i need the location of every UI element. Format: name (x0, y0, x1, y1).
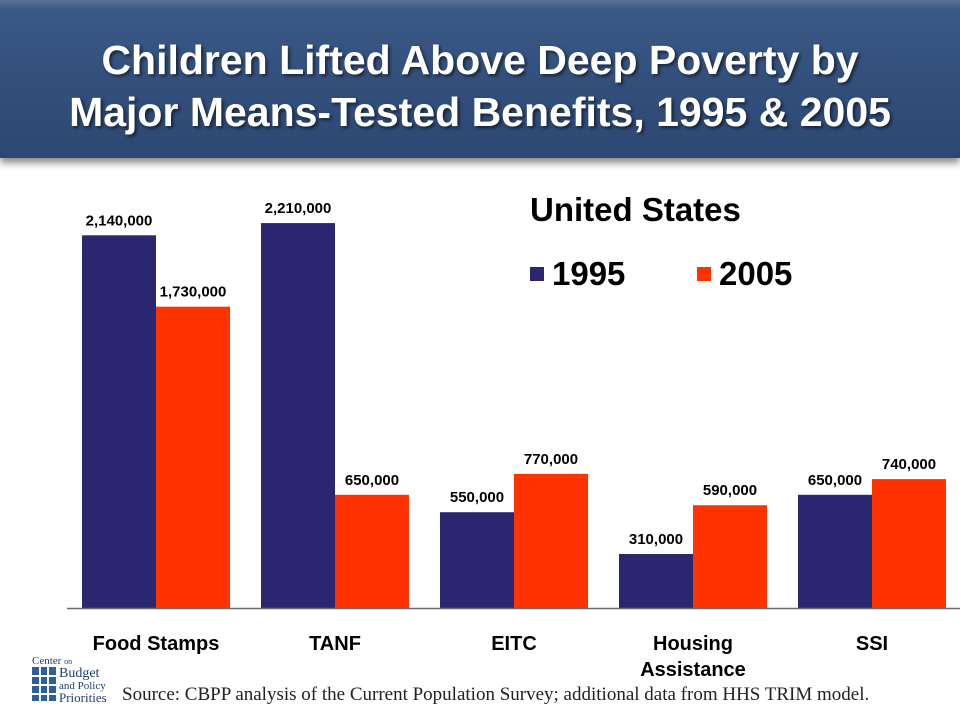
data-label-1995-2: 2,210,000 (265, 200, 332, 217)
source-note: Source: CBPP analysis of the Current Pop… (122, 684, 870, 705)
category-label-1: Food Stamps (93, 633, 220, 655)
legend-label-2005: 2005 (719, 255, 793, 292)
data-label-1995-5: 650,000 (808, 472, 862, 489)
logo-text-and-policy: and Policy (59, 680, 106, 692)
logo-text-budget: Budget (59, 666, 100, 681)
bar-2005-2 (335, 494, 409, 608)
chart-subtitle: United States (530, 191, 741, 228)
bar-1995-1 (82, 235, 156, 609)
bar-1995-2 (261, 223, 335, 608)
data-label-1995-4: 310,000 (629, 531, 683, 548)
bar-2005-4 (693, 505, 767, 608)
category-label-4: Housing Assistance (640, 633, 746, 681)
logo-text-on: on (64, 657, 73, 666)
chart-title-line-1: Children Lifted Above Deep Poverty by (101, 37, 859, 83)
category-label-1-line-1: Food Stamps (93, 633, 220, 655)
logo-grid-icon (32, 667, 56, 701)
data-label-2005-4: 590,000 (703, 482, 757, 499)
category-label-3: EITC (491, 633, 537, 655)
bar-1995-5 (798, 494, 872, 608)
legend-swatch-1995 (530, 267, 544, 281)
title-banner: Children Lifted Above Deep Poverty by Ma… (0, 0, 960, 158)
data-label-2005-3: 770,000 (524, 451, 578, 468)
category-label-2: TANF (309, 633, 361, 655)
bar-1995-4 (619, 554, 693, 608)
bar-2005-1 (156, 306, 230, 608)
data-label-1995-1: 2,140,000 (86, 212, 153, 229)
legend-item-2005: 2005 (697, 255, 793, 292)
logo-text-center: Center (32, 655, 62, 667)
cbpp-logo: Center on Budget and Policy Priorities (30, 655, 120, 713)
data-label-1995-3: 550,000 (450, 489, 504, 506)
bar-2005-5 (872, 479, 946, 608)
chart-title-line-2: Major Means-Tested Benefits, 1995 & 2005 (69, 89, 891, 135)
legend-label-1995: 1995 (552, 255, 626, 292)
category-label-2-line-1: TANF (309, 633, 361, 655)
bar-2005-3 (514, 473, 588, 608)
category-label-5: SSI (856, 633, 888, 655)
bar-1995-3 (440, 512, 514, 608)
logo-text-priorities: Priorities (59, 690, 107, 705)
legend-swatch-2005 (697, 267, 711, 281)
data-label-2005-1: 1,730,000 (160, 284, 227, 301)
legend-item-1995: 1995 (530, 255, 626, 292)
data-label-2005-2: 650,000 (345, 472, 399, 489)
chart-title: Children Lifted Above Deep Poverty by Ma… (0, 34, 960, 138)
category-label-5-line-1: SSI (856, 633, 888, 655)
category-label-3-line-1: EITC (491, 633, 537, 655)
category-label-4-line-1: Housing (653, 633, 733, 655)
category-label-4-line-2: Assistance (640, 659, 746, 681)
data-label-2005-5: 740,000 (882, 456, 936, 473)
